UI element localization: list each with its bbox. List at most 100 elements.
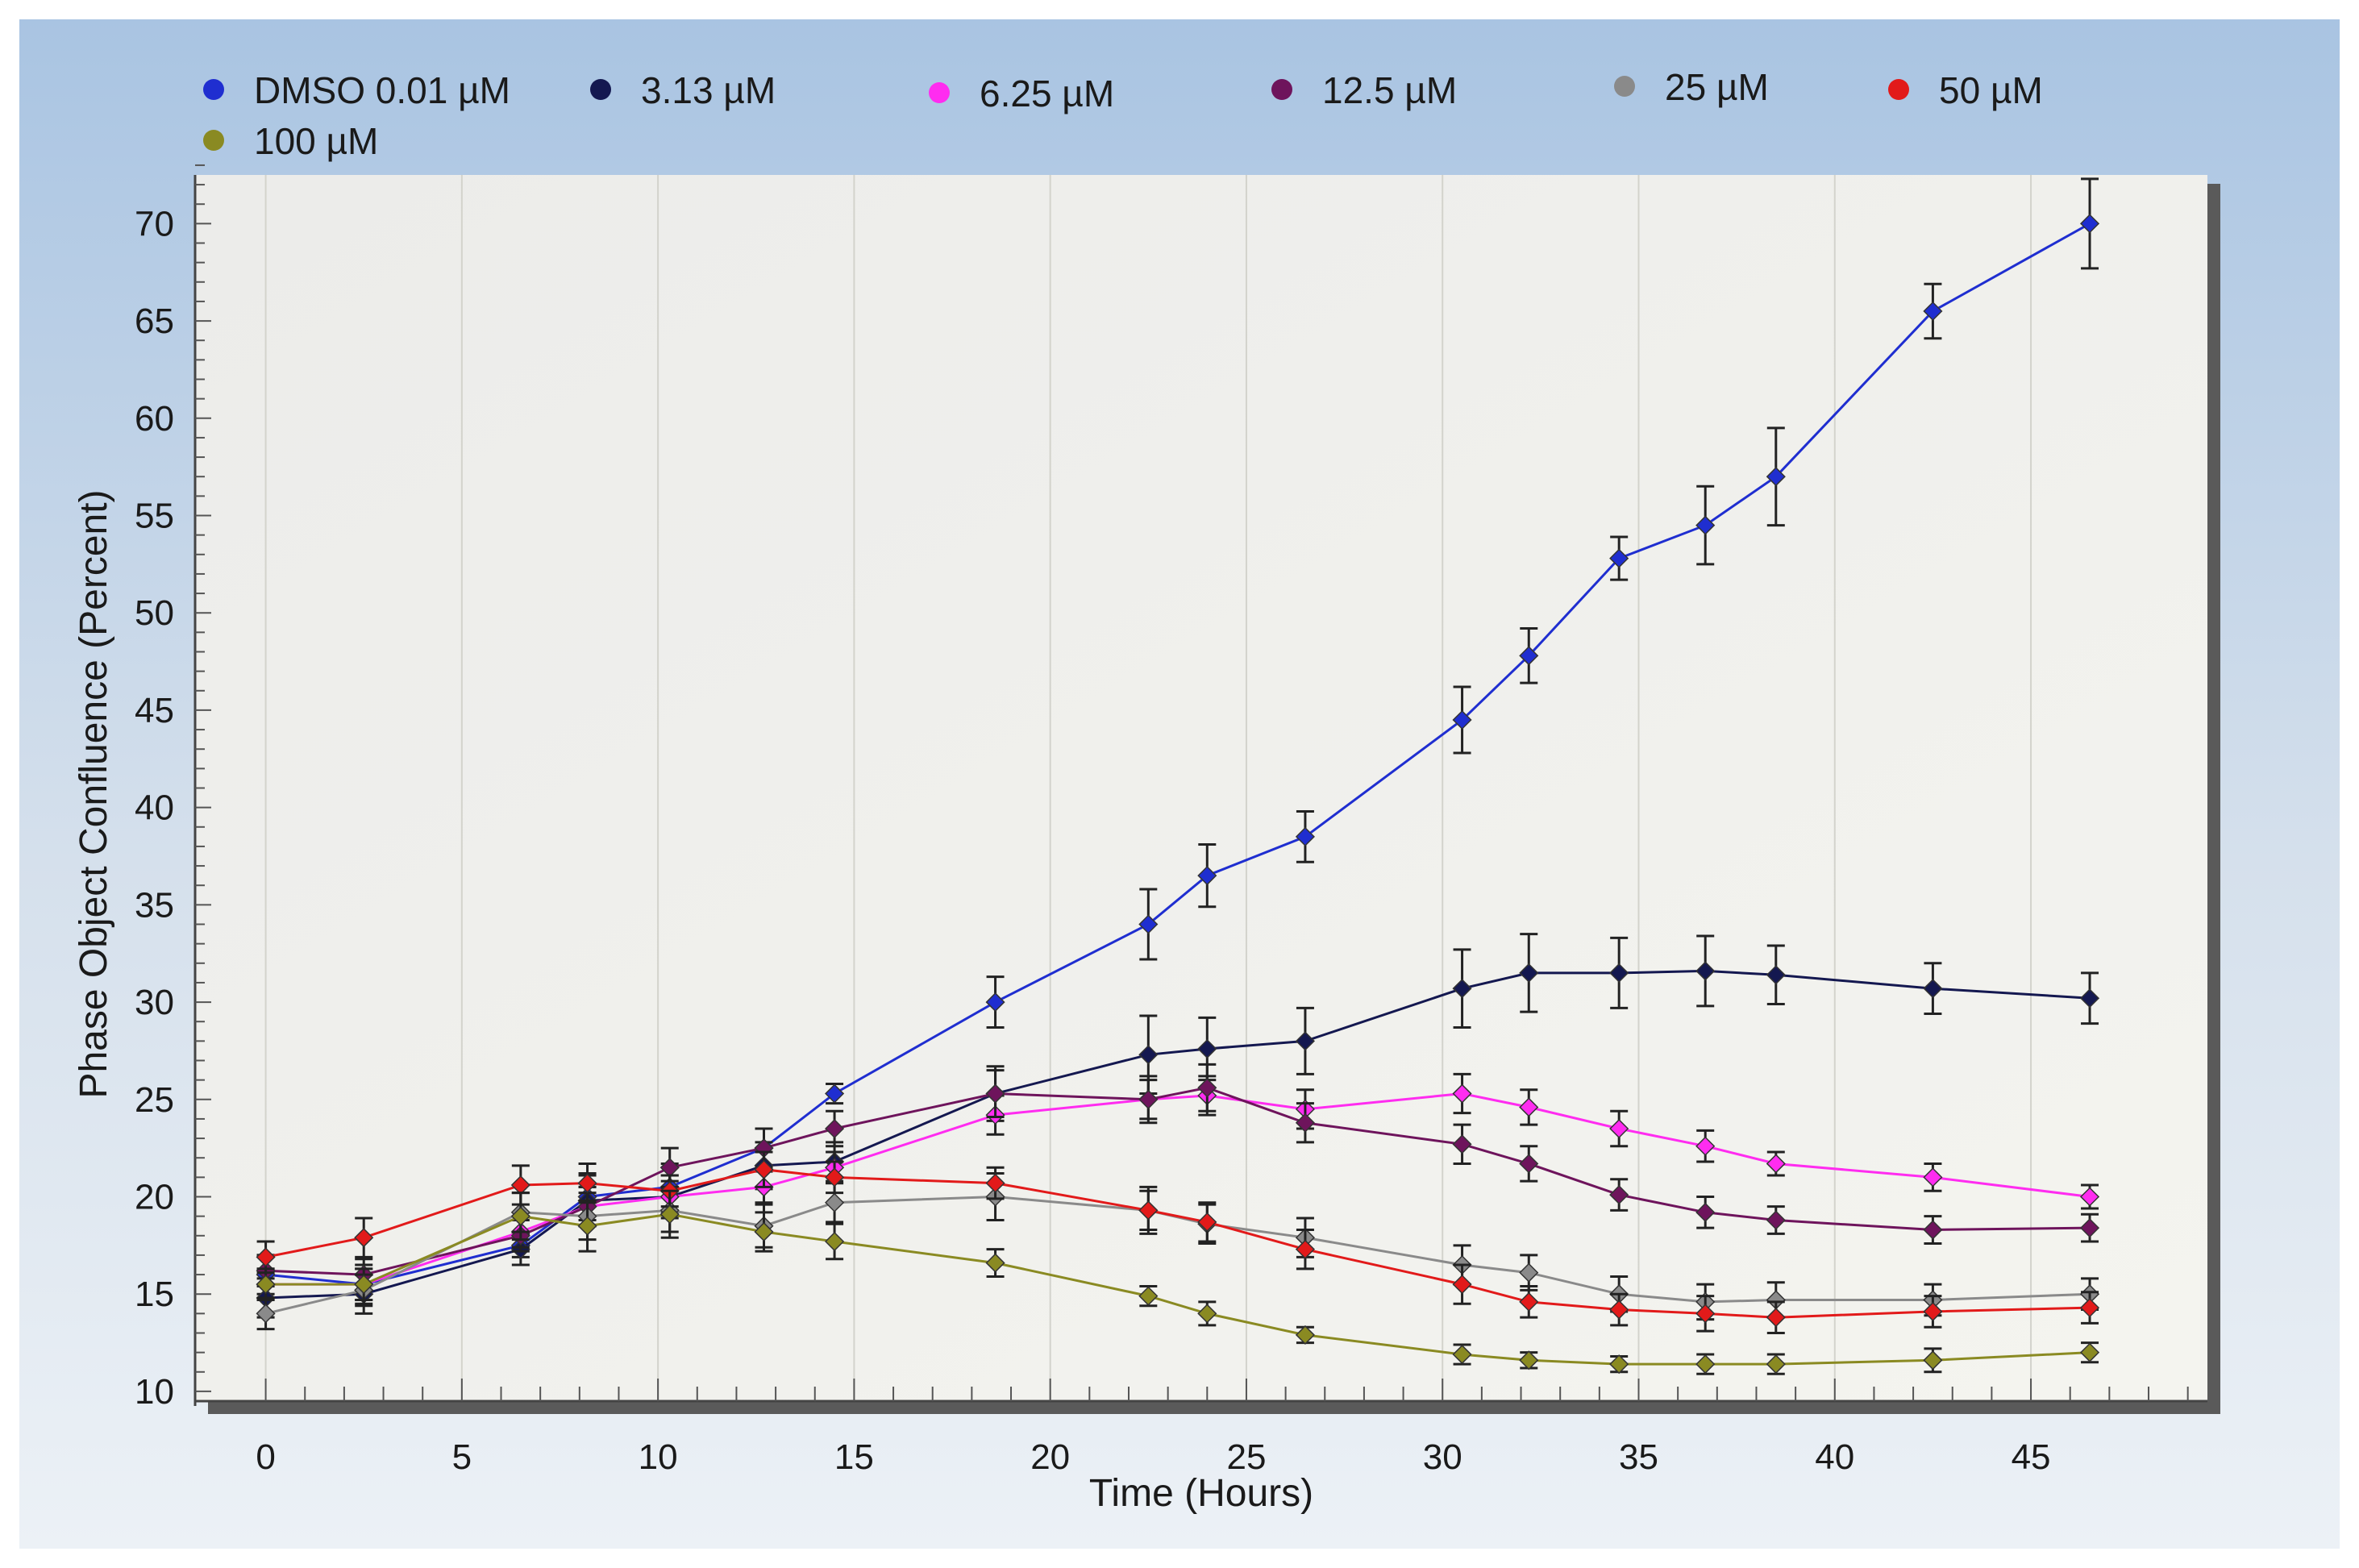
y-tick-label: 30 bbox=[135, 983, 174, 1022]
data-point bbox=[1197, 1212, 1217, 1232]
grid bbox=[264, 175, 2032, 1401]
y-axis-title: Phase Object Confluence (Percent) bbox=[73, 489, 115, 1098]
data-point bbox=[1295, 1325, 1315, 1345]
legend-item-6: 100 µM bbox=[203, 120, 378, 162]
y-tick-label: 50 bbox=[135, 593, 174, 633]
data-point bbox=[1519, 1154, 1539, 1174]
y-tick-label: 40 bbox=[135, 788, 174, 828]
legend: DMSO 0.01 µM 3.13 µM 6.25 µM 12.5 µM 25 µM 50… bbox=[203, 66, 2043, 162]
legend-item-0: DMSO 0.01 µM bbox=[203, 69, 510, 111]
data-point bbox=[825, 1167, 845, 1187]
data-point bbox=[1609, 1300, 1629, 1320]
x-tick-label: 20 bbox=[1030, 1437, 1070, 1477]
legend-label: 25 µM bbox=[1665, 66, 1769, 108]
data-point bbox=[1609, 1354, 1629, 1375]
data-point bbox=[1695, 515, 1716, 535]
legend-item-1: 3.13 µM bbox=[590, 69, 776, 111]
data-point bbox=[2079, 1342, 2100, 1362]
legend-marker bbox=[203, 79, 224, 100]
data-point bbox=[1923, 1301, 1943, 1322]
data-point bbox=[1766, 1354, 1786, 1375]
data-point bbox=[1609, 963, 1629, 983]
data-point bbox=[1923, 1220, 1943, 1240]
data-point bbox=[659, 1204, 680, 1225]
x-tick-label: 30 bbox=[1423, 1437, 1462, 1477]
legend-item-3: 12.5 µM bbox=[1271, 69, 1457, 111]
y-tick-label: 65 bbox=[135, 302, 174, 341]
legend-marker bbox=[1888, 79, 1909, 100]
data-point bbox=[1295, 1239, 1315, 1259]
series-6 bbox=[256, 1189, 2100, 1375]
data-point bbox=[1923, 979, 1943, 999]
legend-label: 12.5 µM bbox=[1322, 69, 1457, 111]
data-point bbox=[825, 1231, 845, 1252]
data-point bbox=[1766, 965, 1786, 985]
x-tick-label: 45 bbox=[2012, 1437, 2051, 1477]
legend-marker bbox=[203, 130, 224, 151]
y-tick-label: 55 bbox=[135, 497, 174, 536]
data-point bbox=[1138, 1200, 1159, 1221]
data-point bbox=[1766, 1210, 1786, 1230]
plot-area bbox=[195, 175, 2207, 1401]
legend-label: 6.25 µM bbox=[980, 73, 1114, 114]
data-point bbox=[985, 1083, 1005, 1104]
data-point bbox=[577, 1173, 597, 1193]
series-line bbox=[265, 969, 2091, 1300]
data-point bbox=[1766, 467, 1786, 487]
series-line bbox=[265, 1168, 2091, 1319]
x-tick-label: 0 bbox=[256, 1437, 275, 1477]
series-layer bbox=[256, 177, 2100, 1375]
x-axis-title: Time (Hours) bbox=[1089, 1472, 1313, 1515]
legend-label: 50 µM bbox=[1939, 69, 2043, 111]
y-tick-label: 15 bbox=[135, 1275, 174, 1314]
y-tick-label: 20 bbox=[135, 1178, 174, 1217]
x-tick-label: 15 bbox=[834, 1437, 874, 1477]
x-tick-label: 10 bbox=[639, 1437, 678, 1477]
data-point bbox=[1197, 1038, 1217, 1059]
data-point bbox=[1923, 301, 1943, 322]
data-point bbox=[1138, 1045, 1159, 1065]
data-point bbox=[985, 1173, 1005, 1193]
data-point bbox=[1197, 866, 1217, 886]
x-tick-label: 40 bbox=[1815, 1437, 1854, 1477]
data-point bbox=[1519, 1097, 1539, 1117]
data-point bbox=[1452, 1134, 1472, 1154]
data-point bbox=[985, 992, 1005, 1013]
data-point bbox=[1452, 1275, 1472, 1295]
data-point bbox=[1138, 1286, 1159, 1306]
y-tick-label: 35 bbox=[135, 885, 174, 925]
data-point bbox=[354, 1275, 374, 1295]
data-point bbox=[1923, 1350, 1943, 1370]
data-point bbox=[825, 1192, 845, 1212]
legend-label: 3.13 µM bbox=[641, 69, 776, 111]
y-tick-label: 70 bbox=[135, 204, 174, 243]
y-tick-label: 45 bbox=[135, 691, 174, 730]
data-point bbox=[354, 1228, 374, 1248]
legend-marker bbox=[929, 82, 950, 103]
data-point bbox=[1138, 914, 1159, 934]
series-line bbox=[265, 1212, 2091, 1366]
data-point bbox=[825, 1118, 845, 1139]
data-point bbox=[1695, 1304, 1716, 1324]
data-point bbox=[2079, 988, 2100, 1009]
data-point bbox=[1138, 1089, 1159, 1109]
data-point bbox=[256, 1304, 276, 1324]
legend-item-4: 25 µM bbox=[1614, 66, 1769, 108]
data-point bbox=[1609, 548, 1629, 568]
x-tick-label: 5 bbox=[452, 1437, 472, 1477]
legend-label: DMSO 0.01 µM bbox=[254, 69, 510, 111]
data-point bbox=[1695, 1202, 1716, 1222]
data-point bbox=[1766, 1154, 1786, 1174]
data-point bbox=[1519, 1350, 1539, 1370]
y-tick-label: 10 bbox=[135, 1372, 174, 1412]
series-line bbox=[265, 223, 2091, 1286]
data-point bbox=[754, 1159, 774, 1179]
data-point bbox=[2079, 1218, 2100, 1238]
x-tick-label: 35 bbox=[1619, 1437, 1658, 1477]
y-tick-label: 60 bbox=[135, 399, 174, 439]
data-point bbox=[1519, 646, 1539, 666]
data-point bbox=[1519, 963, 1539, 983]
data-point bbox=[1197, 1304, 1217, 1324]
